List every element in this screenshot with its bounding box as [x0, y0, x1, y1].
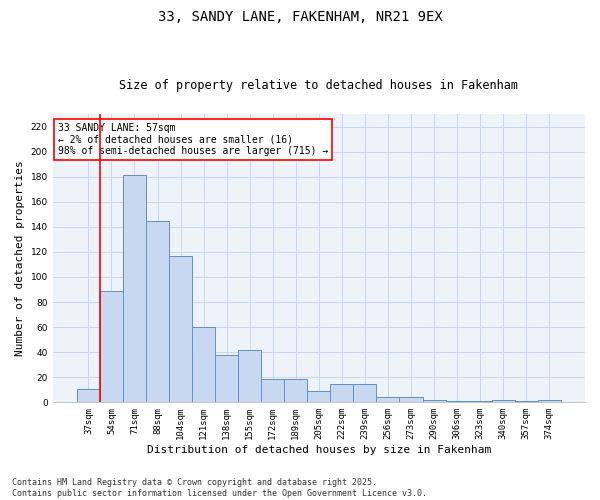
- Bar: [469, 401, 491, 402]
- Bar: [123, 176, 146, 402]
- Bar: [422, 400, 446, 402]
- Bar: [146, 220, 169, 402]
- Bar: [77, 388, 100, 402]
- Title: Size of property relative to detached houses in Fakenham: Size of property relative to detached ho…: [119, 79, 518, 92]
- Bar: [261, 378, 284, 402]
- Text: 33 SANDY LANE: 57sqm
← 2% of detached houses are smaller (16)
98% of semi-detach: 33 SANDY LANE: 57sqm ← 2% of detached ho…: [58, 122, 328, 156]
- Text: 33, SANDY LANE, FAKENHAM, NR21 9EX: 33, SANDY LANE, FAKENHAM, NR21 9EX: [158, 10, 442, 24]
- Bar: [284, 378, 307, 402]
- Bar: [400, 398, 422, 402]
- Y-axis label: Number of detached properties: Number of detached properties: [15, 160, 25, 356]
- Bar: [446, 401, 469, 402]
- Bar: [100, 291, 123, 403]
- X-axis label: Distribution of detached houses by size in Fakenham: Distribution of detached houses by size …: [147, 445, 491, 455]
- Bar: [331, 384, 353, 402]
- Bar: [353, 384, 376, 402]
- Bar: [515, 401, 538, 402]
- Bar: [376, 398, 400, 402]
- Bar: [192, 327, 215, 402]
- Bar: [538, 400, 561, 402]
- Bar: [169, 256, 192, 402]
- Bar: [215, 354, 238, 403]
- Bar: [307, 391, 331, 402]
- Bar: [238, 350, 261, 403]
- Bar: [491, 400, 515, 402]
- Text: Contains HM Land Registry data © Crown copyright and database right 2025.
Contai: Contains HM Land Registry data © Crown c…: [12, 478, 427, 498]
